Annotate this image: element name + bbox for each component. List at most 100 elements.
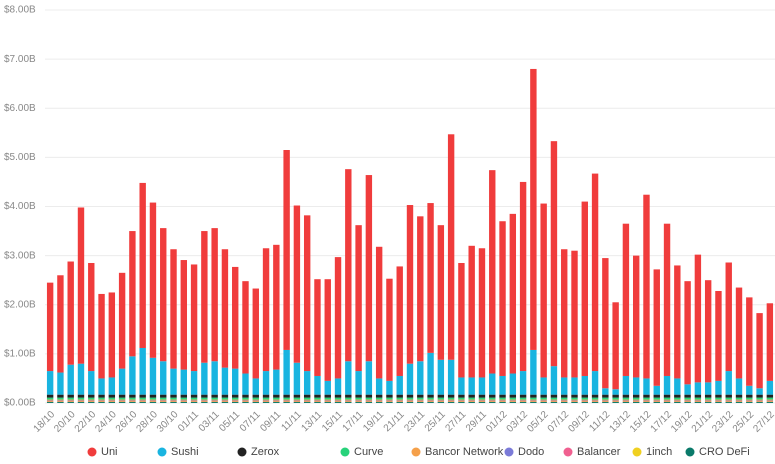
bar-segment — [602, 397, 609, 400]
bar-segment — [674, 265, 681, 379]
bar-segment — [149, 357, 157, 395]
bar-segment — [478, 399, 486, 401]
bar-segment — [725, 399, 732, 401]
bar-segment — [334, 378, 342, 395]
bar-segment — [386, 380, 393, 395]
bar-segment — [602, 258, 609, 389]
bar-segment — [663, 375, 671, 395]
bar-segment — [129, 231, 136, 357]
y-tick-label: $1.00B — [4, 349, 36, 360]
bar-segment — [88, 397, 95, 400]
bar-segment — [437, 359, 445, 395]
bar-segment — [98, 394, 105, 398]
bar-segment — [766, 394, 774, 398]
bar-segment — [170, 402, 177, 403]
bar-segment — [190, 264, 198, 372]
bar-segment — [98, 397, 105, 400]
bar-segment — [273, 244, 280, 370]
bar-segment — [324, 380, 331, 395]
bar-segment — [602, 388, 609, 395]
bar-segment — [715, 399, 722, 401]
bar-segment — [643, 397, 650, 400]
x-tick-label: 13/11 — [299, 409, 324, 434]
y-tick-label: $4.00B — [4, 201, 36, 212]
bar-segment — [684, 397, 691, 400]
bar-segment — [632, 394, 640, 398]
bar-segment — [540, 402, 547, 403]
bar-segment — [622, 402, 630, 403]
bar-segment — [725, 394, 732, 398]
bar-segment — [365, 397, 373, 400]
x-tick-label: 21/11 — [382, 409, 407, 434]
x-tick-label: 18/10 — [32, 409, 58, 435]
bar-segment — [180, 399, 188, 401]
legend-label: Sushi — [171, 446, 199, 458]
bar-segment — [252, 394, 259, 398]
bar-segment — [725, 402, 732, 403]
bar-segment — [406, 397, 414, 400]
x-tick-label: 21/12 — [690, 409, 716, 435]
bar-segment — [242, 373, 249, 395]
bar-segment — [355, 371, 362, 395]
x-tick-label: 17/11 — [341, 409, 366, 434]
bar-segment — [108, 397, 116, 400]
bar-segment — [581, 402, 588, 403]
bar-segment — [468, 245, 475, 378]
bar-segment — [355, 402, 362, 403]
bar-segment — [160, 397, 167, 400]
bar-segment — [746, 402, 753, 403]
bar-segment — [550, 366, 558, 395]
legend-swatch — [411, 447, 421, 457]
bar-segment — [622, 223, 630, 376]
bar-segment — [499, 399, 506, 401]
bar-segment — [458, 397, 465, 400]
bar-segment — [571, 402, 578, 403]
bar-segment — [746, 399, 753, 401]
bar-segment — [602, 394, 609, 398]
bar-segment — [396, 266, 403, 376]
bar-segment — [406, 205, 414, 364]
bar-segment — [643, 194, 650, 379]
bar-segment — [694, 397, 702, 400]
bar-segment — [67, 394, 74, 398]
bar-segment — [447, 134, 455, 360]
bar-segment — [211, 399, 218, 401]
legend-label: Bancor Network — [425, 446, 504, 458]
bar-segment — [118, 397, 126, 400]
bar-segment — [674, 397, 681, 400]
bar-segment — [406, 394, 414, 398]
bar-segment — [530, 399, 537, 401]
bar-segment — [427, 203, 434, 353]
bar-segment — [108, 377, 116, 395]
bar-segment — [242, 394, 249, 398]
bar-segment — [190, 399, 198, 401]
bar-segment — [252, 399, 259, 401]
bar-segment — [98, 399, 105, 401]
bar-segment — [221, 402, 229, 403]
bar-segment — [653, 269, 660, 386]
bar-segment — [67, 397, 74, 400]
bar-segment — [170, 399, 177, 401]
bar-segment — [406, 399, 414, 401]
bar-segment — [386, 278, 393, 381]
bar-segment — [77, 397, 85, 400]
bar-segment — [232, 394, 239, 398]
bar-segment — [519, 399, 527, 401]
bar-segment — [201, 399, 208, 401]
bar-segment — [77, 207, 85, 364]
legend-label: Uni — [101, 446, 118, 458]
bar-segment — [694, 382, 702, 395]
bar-segment — [211, 402, 218, 403]
bar-segment — [283, 399, 290, 401]
bar-segment — [622, 375, 630, 395]
bar-segment — [242, 397, 249, 400]
bar-segment — [499, 375, 506, 395]
x-tick-label: 01/12 — [484, 409, 510, 435]
bar-segment — [67, 364, 74, 395]
y-tick-label: $0.00B — [4, 398, 36, 409]
x-tick-label: 07/11 — [238, 409, 263, 434]
bar-segment — [674, 399, 681, 401]
bar-segment — [766, 303, 774, 381]
bar-segment — [581, 397, 588, 400]
bar-segment — [550, 402, 558, 403]
